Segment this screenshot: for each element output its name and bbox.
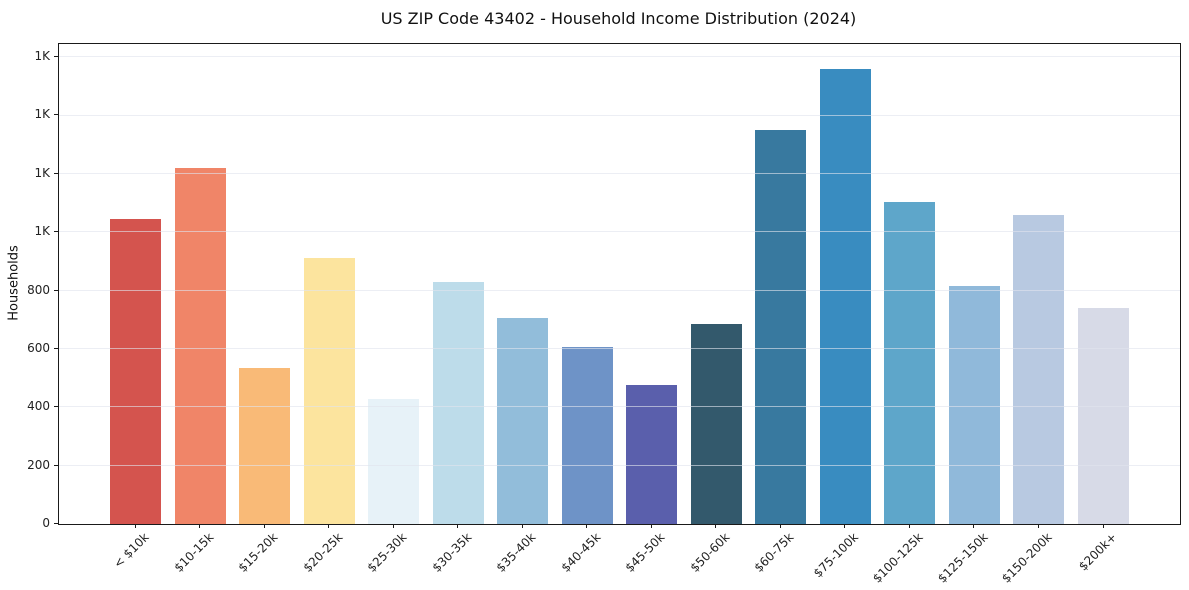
x-tick-label: $100-125k <box>870 530 926 586</box>
x-tick-mark <box>264 524 265 528</box>
bars-container <box>59 44 1180 524</box>
y-tick-label: 0 <box>42 516 50 530</box>
x-tick-label: $30-35k <box>429 530 475 575</box>
y-tick-mark <box>54 406 58 407</box>
x-tick-mark <box>780 524 781 528</box>
x-tick-mark <box>393 524 394 528</box>
y-tick-mark <box>54 348 58 349</box>
bar-$45-50k <box>626 385 678 524</box>
x-tick-mark <box>1038 524 1039 528</box>
plot-area <box>58 43 1181 525</box>
x-tick-label: $125-150k <box>934 530 991 586</box>
bar-$25-30k <box>368 399 420 524</box>
bar-$50-60k <box>690 324 742 524</box>
bar-$40-45k <box>561 347 613 524</box>
x-tick-label: $50-60k <box>687 530 733 575</box>
chart-title: US ZIP Code 43402 - Household Income Dis… <box>380 9 857 28</box>
x-tick-label: < $10k <box>110 530 152 571</box>
bar-$150-200k <box>1013 215 1065 524</box>
bar-$20-25k <box>303 258 355 524</box>
x-tick-label: $200k+ <box>1075 530 1120 574</box>
bar-$200k+ <box>1077 308 1129 524</box>
x-tick-mark <box>973 524 974 528</box>
x-tick-label: $10-15k <box>171 530 216 575</box>
y-tick-mark <box>54 290 58 291</box>
y-tick-mark <box>54 56 58 57</box>
y-tick-label: 1K <box>34 49 50 63</box>
y-tick-label: 800 <box>27 283 50 297</box>
x-tick-label: $15-20k <box>235 530 281 575</box>
bar-$100-125k <box>884 202 936 524</box>
y-tick-mark <box>54 523 58 524</box>
x-tick-mark <box>651 524 652 528</box>
bar-$10-15k <box>174 168 226 524</box>
x-tick-label: $45-50k <box>622 530 668 575</box>
x-tick-mark <box>135 524 136 528</box>
y-tick-label: 1K <box>34 224 50 238</box>
x-tick-mark <box>457 524 458 528</box>
x-tick-mark <box>715 524 716 528</box>
y-tick-label: 200 <box>27 458 50 472</box>
bar-< $10k <box>110 219 161 524</box>
bar-$75-100k <box>819 69 871 524</box>
x-tick-mark <box>522 524 523 528</box>
y-tick-label: 600 <box>27 341 50 355</box>
x-tick-label: $60-75k <box>751 530 797 575</box>
x-tick-label: $25-30k <box>364 530 410 575</box>
bar-$30-35k <box>432 282 484 524</box>
bar-$15-20k <box>239 368 291 524</box>
x-tick-label: $40-45k <box>558 530 604 575</box>
x-tick-mark <box>844 524 845 528</box>
x-tick-mark <box>586 524 587 528</box>
y-tick-label: 1K <box>34 107 50 121</box>
bar-$125-150k <box>948 286 1000 524</box>
x-tick-label: $20-25k <box>300 530 346 575</box>
x-tick-label: $75-100k <box>811 530 862 581</box>
bar-$35-40k <box>497 318 549 524</box>
x-tick-label: $150-200k <box>999 530 1055 586</box>
x-tick-mark <box>199 524 200 528</box>
y-tick-mark <box>54 465 58 466</box>
y-tick-mark <box>54 114 58 115</box>
y-tick-label: 1K <box>34 166 50 180</box>
y-tick-mark <box>54 173 58 174</box>
x-tick-mark <box>328 524 329 528</box>
x-tick-label: $35-40k <box>493 530 539 575</box>
bar-$60-75k <box>755 130 807 524</box>
x-tick-mark <box>909 524 910 528</box>
x-tick-mark <box>1103 524 1104 528</box>
y-tick-label: 400 <box>27 399 50 413</box>
y-tick-mark <box>54 231 58 232</box>
